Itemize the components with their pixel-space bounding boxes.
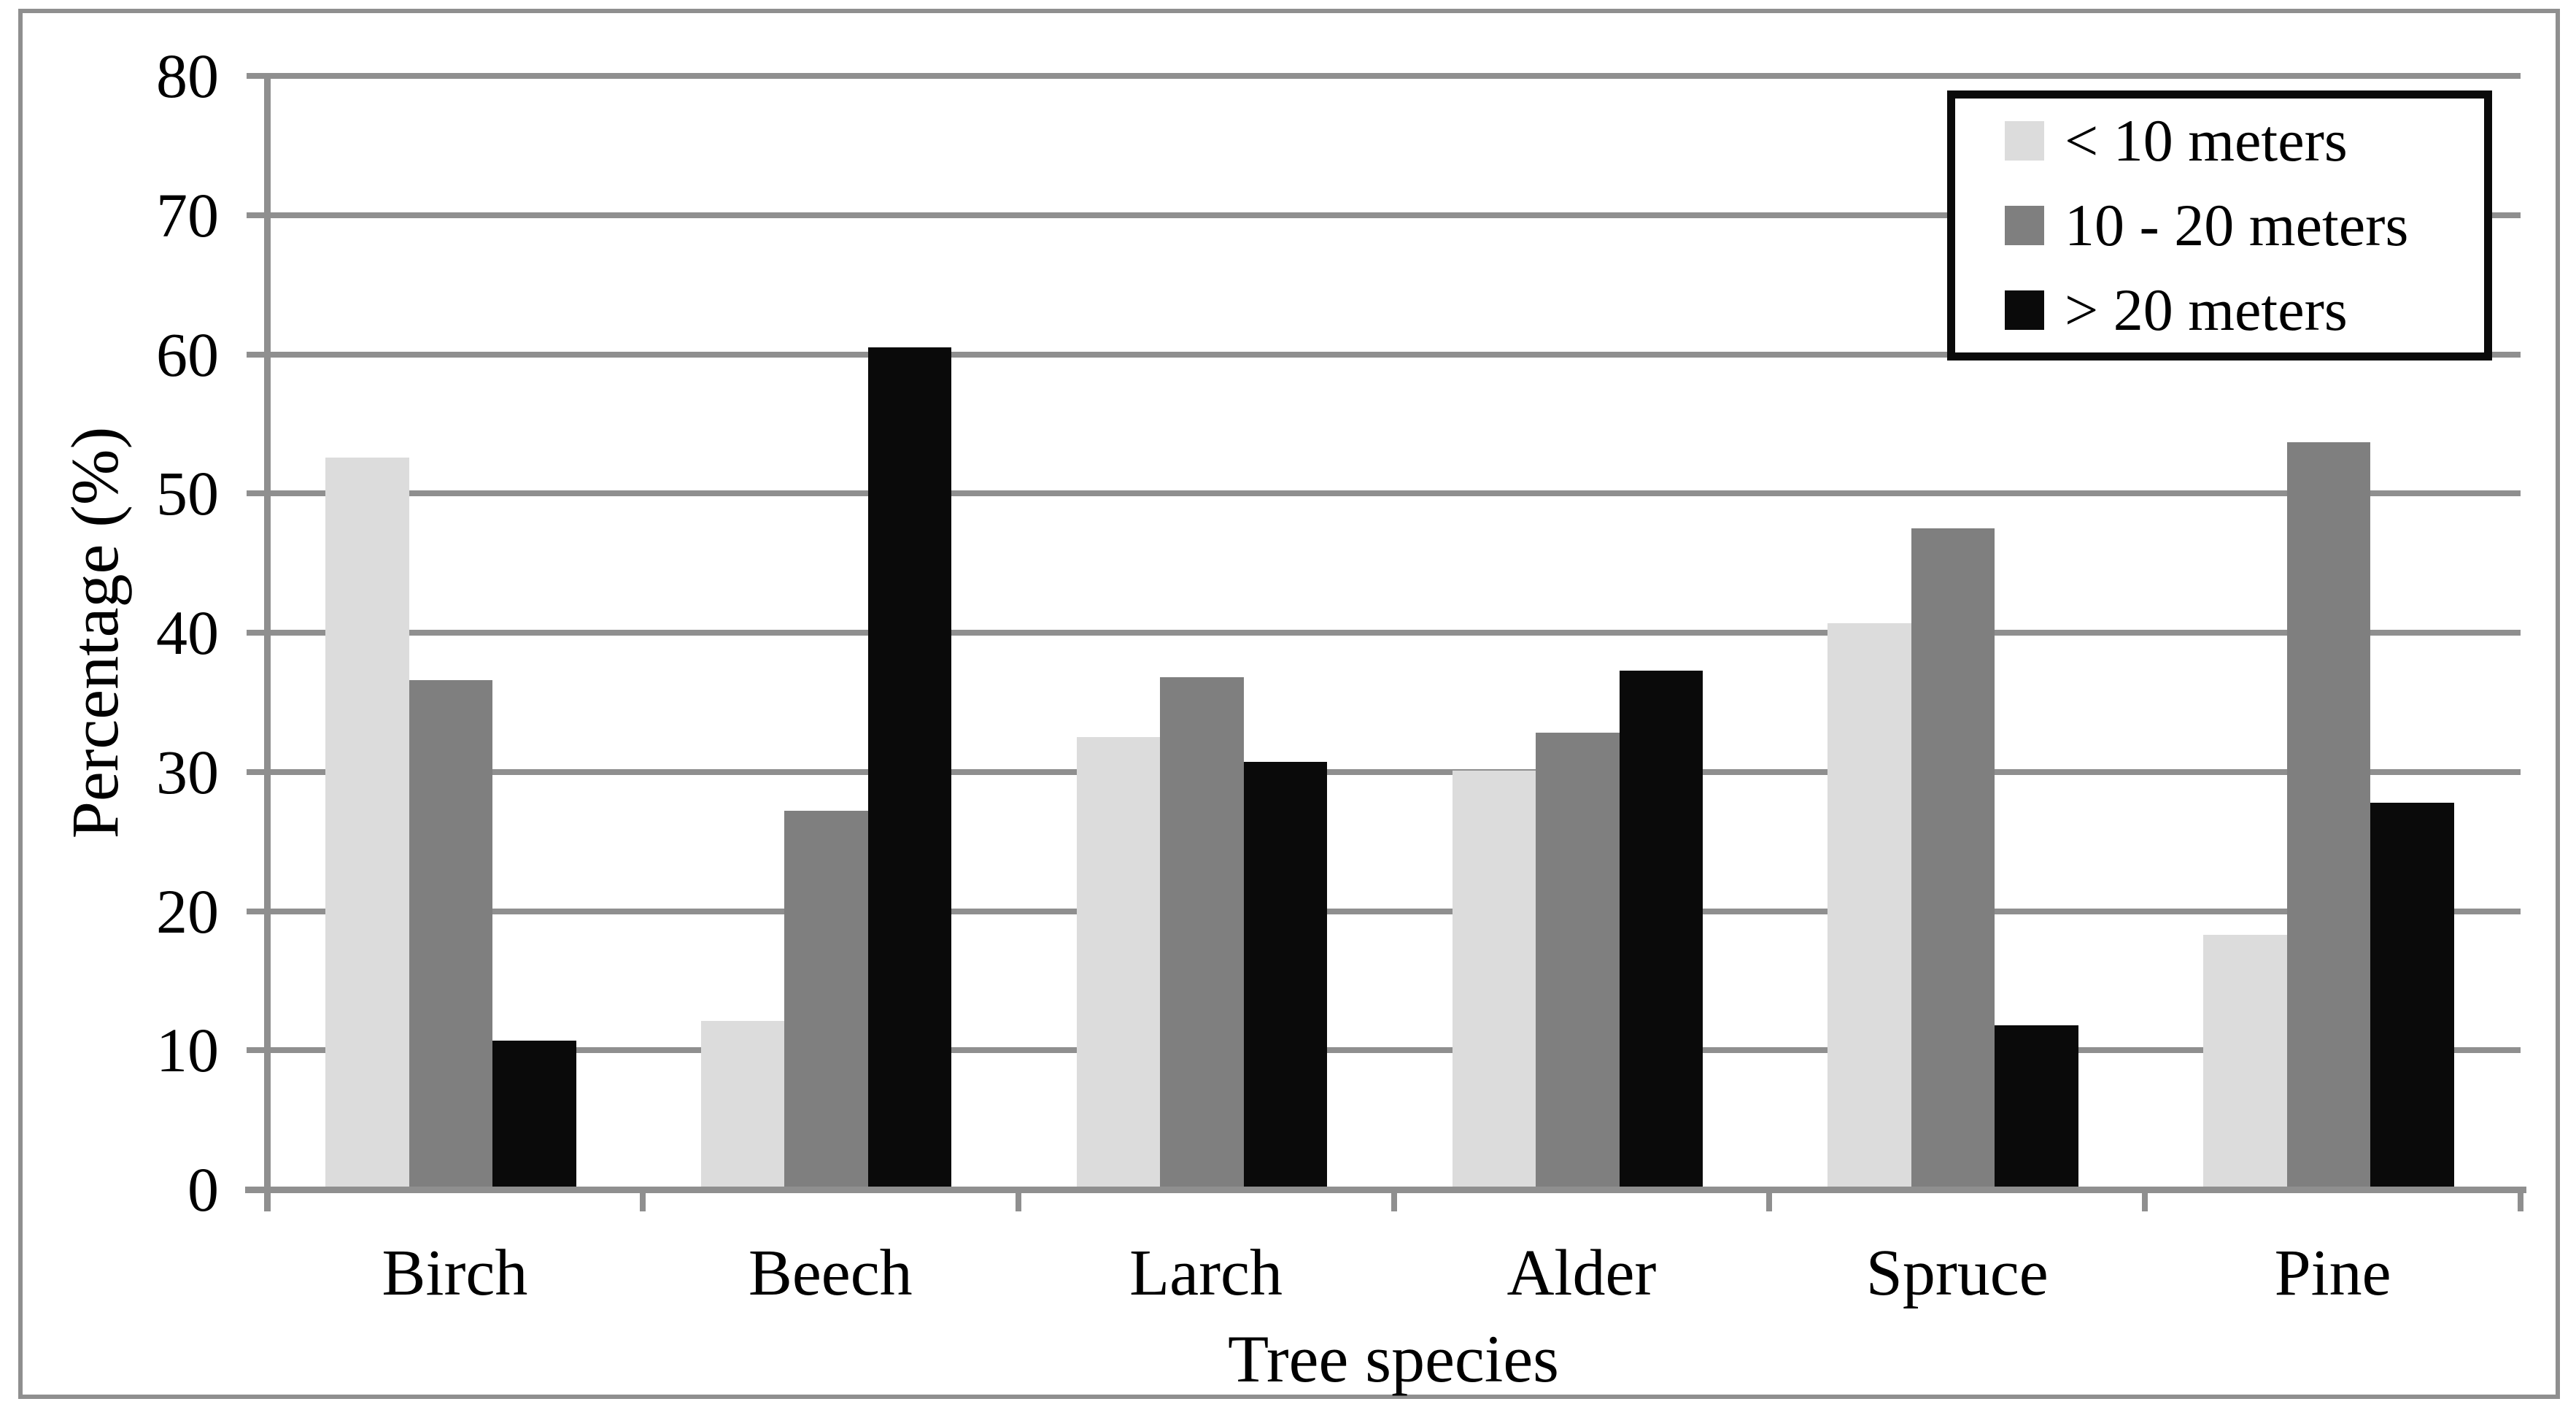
bar-birch-series0 [325,457,409,1190]
bar-spruce-series0 [1827,622,1911,1190]
x-axis-tick-3 [1391,1190,1397,1211]
category-label-alder: Alder [1506,1237,1657,1309]
x-axis-tick-4 [1766,1190,1773,1211]
category-label-larch: Larch [1129,1237,1283,1309]
y-axis-tick-60 [247,351,267,358]
figure-border [18,9,2560,1399]
y-axis-line [264,74,271,1211]
bar-spruce-series1 [1911,528,1995,1190]
x-axis-title: Tree species [1228,1322,1559,1396]
legend-label-lt10: < 10 meters [2065,107,2348,174]
y-axis-tick-10 [247,1047,267,1054]
bar-beech-series1 [784,811,868,1190]
gridline-40 [267,630,2521,636]
category-label-pine: Pine [2274,1237,2391,1309]
legend-item-gt20: > 20 meters [1955,274,2484,347]
y-axis-tick-80 [247,73,267,79]
y-tick-label-50: 50 [156,458,219,529]
y-axis-tick-20 [247,908,267,914]
bar-pine-series1 [2286,442,2371,1190]
y-axis-tick-50 [247,490,267,497]
x-axis-line [245,1187,2526,1193]
x-axis-tick-2 [1015,1190,1021,1211]
legend-swatch-lt10-icon [2005,121,2044,161]
gridline-70 [267,212,2521,218]
y-tick-label-0: 0 [187,1154,219,1225]
legend: < 10 meters 10 - 20 meters > 20 meters [1947,90,2492,361]
y-tick-label-40: 40 [156,598,219,668]
legend-swatch-10to20-icon [2005,206,2044,245]
y-tick-label-20: 20 [156,876,219,946]
x-axis-tick-1 [639,1190,646,1211]
y-tick-label-60: 60 [156,319,219,390]
x-axis-tick-5 [2142,1190,2148,1211]
y-axis-tick-40 [247,630,267,636]
category-label-spruce: Spruce [1865,1237,2049,1309]
x-axis-tick-0 [264,1190,270,1211]
y-axis-tick-30 [247,768,267,775]
bar-larch-series0 [1076,737,1161,1190]
gridline-20 [267,908,2521,914]
legend-item-10to20: 10 - 20 meters [1955,189,2484,262]
gridline-80 [267,73,2521,79]
gridline-30 [267,768,2521,775]
bar-spruce-series2 [1995,1025,2078,1190]
bar-pine-series0 [2203,934,2287,1190]
legend-label-gt20: > 20 meters [2065,277,2348,343]
legend-label-10to20: 10 - 20 meters [2065,192,2409,258]
x-axis-tick-6 [2518,1190,2523,1211]
y-tick-label-80: 80 [156,41,219,111]
legend-item-lt10: < 10 meters [1955,104,2484,177]
category-label-beech: Beech [748,1237,913,1309]
gridline-10 [267,1047,2521,1054]
bar-beech-series2 [867,347,952,1190]
legend-swatch-gt20-icon [2005,290,2044,330]
y-tick-label-30: 30 [156,736,219,807]
bar-alder-series0 [1452,770,1536,1190]
bar-alder-series1 [1536,733,1620,1190]
bar-alder-series2 [1619,670,1703,1190]
bar-beech-series0 [700,1021,785,1190]
y-axis-title: Percentage (%) [58,426,132,839]
y-axis-tick-70 [247,212,267,218]
bar-birch-series1 [409,679,492,1190]
category-label-birch: Birch [382,1237,528,1309]
y-tick-label-10: 10 [156,1015,219,1086]
bar-larch-series2 [1243,762,1328,1190]
gridline-50 [267,490,2521,497]
bar-birch-series2 [492,1040,576,1190]
bar-pine-series2 [2370,802,2454,1190]
bar-larch-series1 [1160,677,1244,1190]
gridline-60 [267,351,2521,358]
y-tick-label-70: 70 [156,180,219,250]
